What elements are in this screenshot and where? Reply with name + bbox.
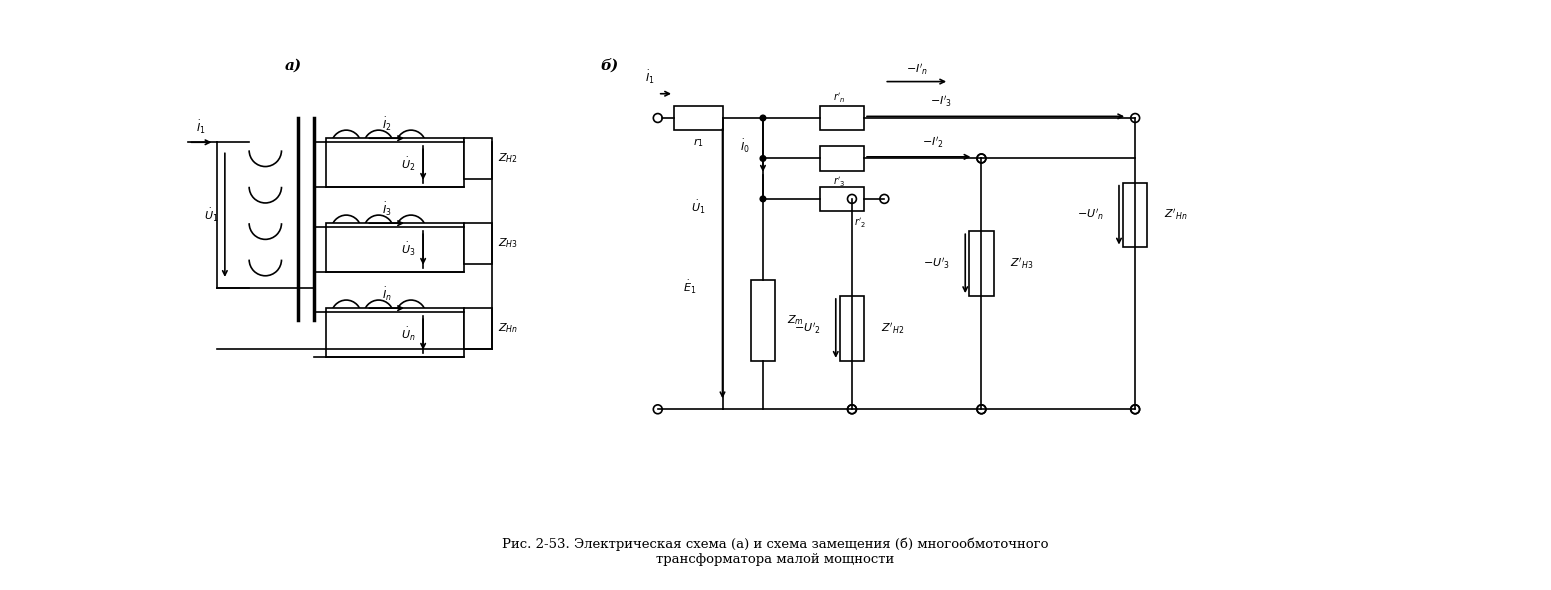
Bar xyxy=(326,308,464,357)
Bar xyxy=(751,280,776,360)
Bar xyxy=(839,296,864,360)
Bar xyxy=(819,106,864,130)
Text: $-U'_3$: $-U'_3$ xyxy=(923,256,951,271)
Text: $\dot{U}_1$: $\dot{U}_1$ xyxy=(203,206,219,224)
Bar xyxy=(464,308,492,349)
Bar xyxy=(326,138,464,187)
Text: $Z_{H2}$: $Z_{H2}$ xyxy=(498,152,518,165)
Text: $r'_2$: $r'_2$ xyxy=(855,217,867,230)
Circle shape xyxy=(760,156,766,161)
Bar xyxy=(464,138,492,179)
Text: $r'_3$: $r'_3$ xyxy=(833,176,847,189)
Text: $\dot{U}_2$: $\dot{U}_2$ xyxy=(402,156,416,173)
Text: $-I'_2$: $-I'_2$ xyxy=(921,135,945,150)
Text: $r_1$: $r_1$ xyxy=(693,136,704,149)
Bar xyxy=(969,231,994,296)
Bar xyxy=(326,223,464,272)
Text: $\dot{I}_1$: $\dot{I}_1$ xyxy=(645,69,655,86)
Text: $\dot{E}_1$: $\dot{E}_1$ xyxy=(684,280,696,296)
Text: $\dot{I}_2$: $\dot{I}_2$ xyxy=(382,116,391,133)
Bar xyxy=(675,106,723,130)
Text: $\dot{I}_1$: $\dot{I}_1$ xyxy=(195,119,205,136)
Text: $Z'_{H3}$: $Z'_{H3}$ xyxy=(1010,256,1033,271)
Bar xyxy=(1123,183,1148,247)
Text: $-I'_3$: $-I'_3$ xyxy=(931,94,952,109)
Text: $\dot{U}_1$: $\dot{U}_1$ xyxy=(692,198,706,215)
Bar xyxy=(464,223,492,264)
Text: $\dot{U}_n$: $\dot{U}_n$ xyxy=(402,326,416,343)
Text: $Z'_{H2}$: $Z'_{H2}$ xyxy=(881,321,904,336)
Bar xyxy=(819,187,864,211)
Circle shape xyxy=(760,196,766,202)
Text: $\dot{U}_3$: $\dot{U}_3$ xyxy=(402,241,416,258)
Text: $Z'_{Hn}$: $Z'_{Hn}$ xyxy=(1163,208,1188,222)
Text: $\dot{I}_n$: $\dot{I}_n$ xyxy=(382,286,391,303)
Text: $Z_m$: $Z_m$ xyxy=(786,313,803,327)
Text: $-U'_2$: $-U'_2$ xyxy=(794,321,820,336)
Bar xyxy=(819,146,864,171)
Text: б): б) xyxy=(600,58,619,73)
Text: $Z_{Hn}$: $Z_{Hn}$ xyxy=(498,322,518,335)
Text: $\dot{I}_0$: $\dot{I}_0$ xyxy=(740,138,751,155)
Text: $-U'_n$: $-U'_n$ xyxy=(1076,208,1104,222)
Circle shape xyxy=(760,115,766,121)
Text: $r'_n$: $r'_n$ xyxy=(833,91,847,104)
Text: $\dot{I}_3$: $\dot{I}_3$ xyxy=(382,201,391,218)
Text: Рис. 2-53. Электрическая схема (а) и схема замещения (б) многообмоточного
трансф: Рис. 2-53. Электрическая схема (а) и схе… xyxy=(503,538,1048,566)
Text: $Z_{H3}$: $Z_{H3}$ xyxy=(498,237,518,250)
Text: а): а) xyxy=(285,58,302,73)
Text: $-I'_n$: $-I'_n$ xyxy=(906,62,927,77)
